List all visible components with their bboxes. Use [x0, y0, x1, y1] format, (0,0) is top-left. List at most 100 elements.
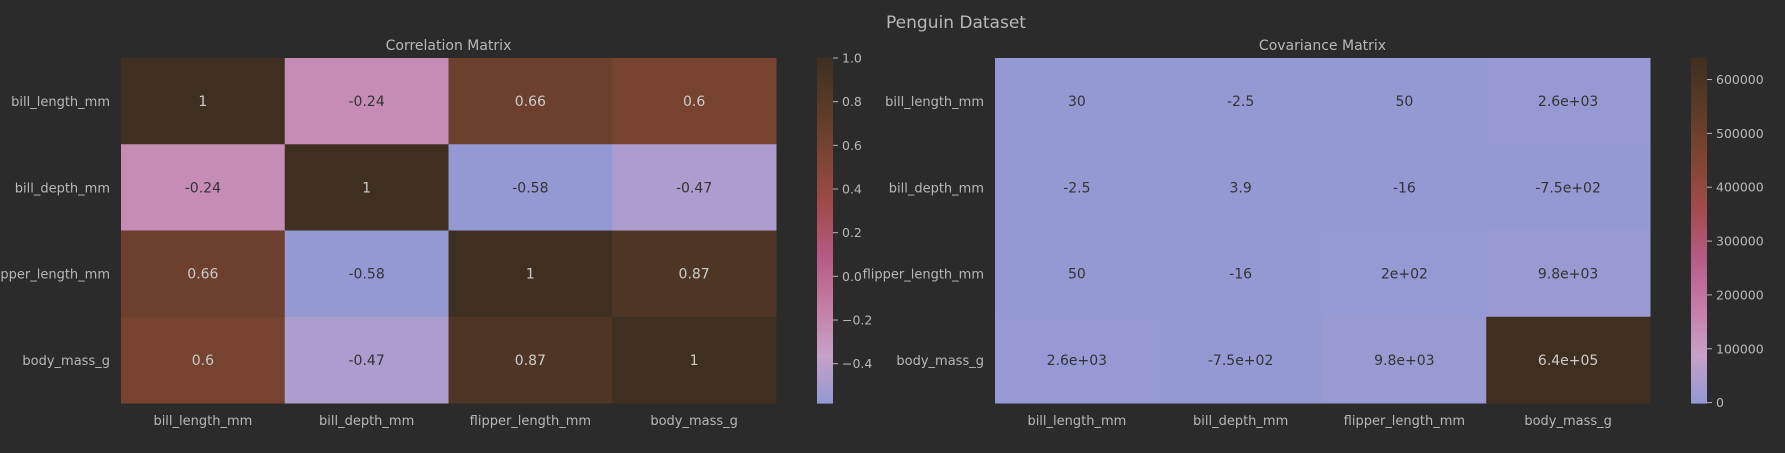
colorbar-segment: [1691, 157, 1707, 163]
colorbar-segment: [817, 238, 833, 243]
row-label: bill_depth_mm: [889, 181, 984, 196]
heatmap-cell: [995, 230, 1160, 318]
colorbar-segment: [817, 291, 833, 297]
cell-annotation: -2.5: [1063, 180, 1090, 196]
colorbar-segment: [1691, 299, 1707, 304]
cell-annotation: -0.58: [512, 180, 548, 196]
colorbar-segment: [1691, 215, 1707, 220]
heatmap-cell: [284, 58, 449, 145]
colorbar-segment: [1691, 73, 1707, 78]
colorbar-segment: [817, 299, 833, 304]
heatmap-cell: [284, 230, 449, 318]
colorbar-segment: [817, 268, 833, 274]
colorbar-segment: [1691, 161, 1707, 166]
colorbar-segment: [1691, 368, 1707, 373]
colorbar-segment: [817, 311, 833, 316]
colorbar-segment: [1691, 81, 1707, 86]
colorbar-segment: [1691, 180, 1707, 186]
colorbar-segment: [1691, 391, 1707, 396]
cell-annotation: 1: [362, 180, 371, 196]
colorbar-segment: [817, 107, 833, 113]
heatmap-cell: [612, 144, 777, 231]
colorbar-segment: [817, 276, 833, 281]
row-label: body_mass_g: [896, 354, 984, 369]
cell-annotation: 0.6: [683, 94, 705, 110]
colorbar-segment: [1691, 119, 1707, 124]
colorbar-segment: [1691, 184, 1707, 189]
colorbar-segment: [817, 399, 833, 404]
colorbar-segment: [1691, 376, 1707, 381]
colorbar-segment: [817, 318, 833, 324]
heatmap-cell: [995, 58, 1160, 145]
colorbar-segment: [1691, 272, 1707, 278]
heatmap-cell: [612, 316, 777, 404]
colorbar-tick-label: 300000: [1716, 234, 1764, 249]
colorbar-segment: [1691, 334, 1707, 339]
column-label: flipper_length_mm: [1344, 414, 1465, 429]
colorbar-tick-label: 100000: [1716, 341, 1764, 356]
cell-annotation: -16: [1229, 267, 1252, 283]
colorbar-segment: [817, 150, 833, 155]
colorbar-tick-label: 0: [1716, 395, 1724, 410]
colorbar-segment: [1691, 265, 1707, 270]
colorbar-segment: [817, 176, 833, 182]
colorbar-segment: [817, 368, 833, 373]
cell-annotation: 30: [1068, 94, 1086, 110]
colorbar-segment: [817, 230, 833, 235]
colorbar-tick-label: 0.4: [842, 182, 862, 197]
colorbar-segment: [817, 100, 833, 105]
colorbar-segment: [1691, 257, 1707, 262]
colorbar-tick-label: 500000: [1716, 126, 1764, 141]
heatmap-cell: [1486, 58, 1651, 145]
colorbar-segment: [1691, 242, 1707, 247]
colorbar-segment: [817, 211, 833, 216]
colorbar-segment: [1691, 311, 1707, 316]
cell-annotation: -7.5e+02: [1208, 353, 1273, 369]
colorbar-segment: [1691, 211, 1707, 216]
colorbar-segment: [817, 349, 833, 354]
heatmap-cell: [448, 230, 613, 318]
heatmap-cell: [995, 316, 1160, 404]
colorbar-segment: [1691, 357, 1707, 362]
colorbar-segment: [817, 288, 833, 293]
colorbar-segment: [1691, 380, 1707, 385]
colorbar-segment: [817, 69, 833, 74]
colorbar-segment: [1691, 353, 1707, 358]
colorbar-segment: [1691, 134, 1707, 140]
cell-annotation: -2.5: [1227, 94, 1254, 110]
colorbar-segment: [1691, 203, 1707, 209]
colorbar-segment: [817, 391, 833, 396]
figure-title: Penguin Dataset: [886, 13, 1026, 33]
column-label: flipper_length_mm: [470, 414, 591, 429]
colorbar-segment: [1691, 127, 1707, 132]
colorbar-segment: [1691, 337, 1707, 343]
colorbar-segment: [817, 242, 833, 247]
colorbar-segment: [817, 341, 833, 347]
colorbar-tick-label: 0.6: [842, 138, 862, 153]
colorbar-segment: [1691, 295, 1707, 301]
colorbar-segment: [817, 280, 833, 285]
cell-annotation: 1: [198, 94, 207, 110]
colorbar-segment: [1691, 291, 1707, 297]
colorbar-segment: [1691, 65, 1707, 71]
colorbar-segment: [817, 272, 833, 278]
colorbar-segment: [817, 249, 833, 255]
colorbar-segment: [1691, 173, 1707, 178]
colorbar-segment: [817, 395, 833, 400]
colorbar-segment: [817, 165, 833, 170]
colorbar-segment: [1691, 222, 1707, 228]
colorbar-segment: [1691, 58, 1707, 63]
heatmap-cell: [612, 58, 777, 145]
column-label: bill_depth_mm: [1193, 414, 1288, 429]
cell-annotation: 1: [690, 353, 699, 369]
colorbar-segment: [1691, 303, 1707, 308]
colorbar-segment: [817, 96, 833, 101]
colorbar-segment: [1691, 307, 1707, 312]
colorbar-segment: [1691, 92, 1707, 97]
colorbar-segment: [1691, 314, 1707, 320]
colorbar-segment: [1691, 280, 1707, 285]
heatmap-title: Correlation Matrix: [386, 38, 512, 54]
colorbar-segment: [817, 322, 833, 327]
heatmap-cell: [1322, 58, 1487, 145]
colorbar-segment: [817, 153, 833, 159]
